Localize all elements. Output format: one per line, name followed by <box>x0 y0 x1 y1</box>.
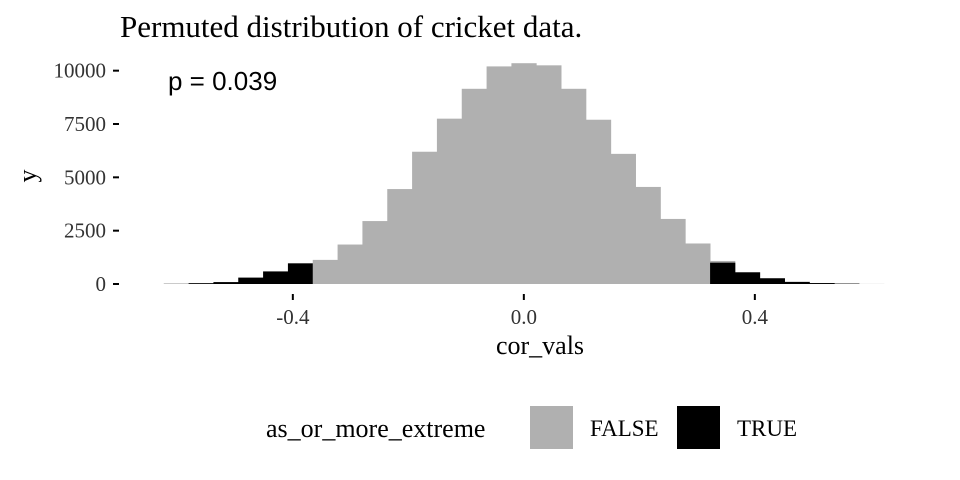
histogram-bar-false <box>610 153 636 284</box>
y-axis: 0 2500 5000 7500 10000 <box>54 59 119 296</box>
histogram-bar-false <box>387 189 413 284</box>
histogram-bar-true <box>784 281 810 284</box>
p-value-annotation: p = 0.039 <box>168 66 277 96</box>
histogram-bar-true <box>809 283 835 284</box>
x-axis-label: cor_vals <box>496 331 584 360</box>
chart-title: Permuted distribution of cricket data. <box>120 9 582 44</box>
legend-label-false: FALSE <box>590 416 659 441</box>
histogram-bar-false <box>436 118 463 284</box>
y-axis-label: y <box>13 170 42 183</box>
histogram-bar-false <box>312 259 338 284</box>
histogram-bar-true <box>734 272 761 284</box>
histogram-bar-true <box>710 262 736 284</box>
y-tick-label: 7500 <box>64 112 106 136</box>
histogram-bar-false <box>461 88 487 284</box>
histogram-bar-false <box>412 151 438 284</box>
legend-swatch-true <box>677 406 720 449</box>
histogram-bar-true <box>287 263 314 284</box>
x-tick-label: 0.4 <box>742 305 769 329</box>
histogram-bar-false <box>337 244 363 284</box>
x-tick-label: 0.0 <box>511 305 537 329</box>
y-tick-label: 5000 <box>64 165 106 189</box>
histogram-bar-false <box>362 221 388 284</box>
y-tick-label: 2500 <box>64 219 106 243</box>
legend: as_or_more_extreme FALSE TRUE <box>266 406 797 449</box>
histogram-bars <box>163 63 885 285</box>
histogram-bar-false <box>660 218 686 284</box>
histogram-bar-true <box>238 277 264 284</box>
histogram-bar-true <box>759 278 785 284</box>
histogram-bar-false <box>561 88 587 284</box>
legend-title: as_or_more_extreme <box>266 414 485 443</box>
histogram-bar-false <box>685 243 711 284</box>
histogram-bar-true <box>188 283 214 284</box>
histogram-bar-false <box>511 63 537 285</box>
x-tick-label: -0.4 <box>276 305 310 329</box>
x-axis: -0.4 0.0 0.4 <box>276 294 768 329</box>
legend-label-true: TRUE <box>737 416 797 441</box>
histogram-bar-false <box>486 66 512 285</box>
histogram-bar-false <box>635 186 661 284</box>
histogram-bar-false <box>585 119 612 284</box>
histogram-bar-false <box>536 65 562 284</box>
legend-swatch-false <box>530 406 573 449</box>
histogram-bar-true <box>263 271 289 284</box>
histogram-bar-true <box>213 282 239 284</box>
y-tick-label: 10000 <box>54 59 107 83</box>
y-tick-label: 0 <box>96 272 107 296</box>
